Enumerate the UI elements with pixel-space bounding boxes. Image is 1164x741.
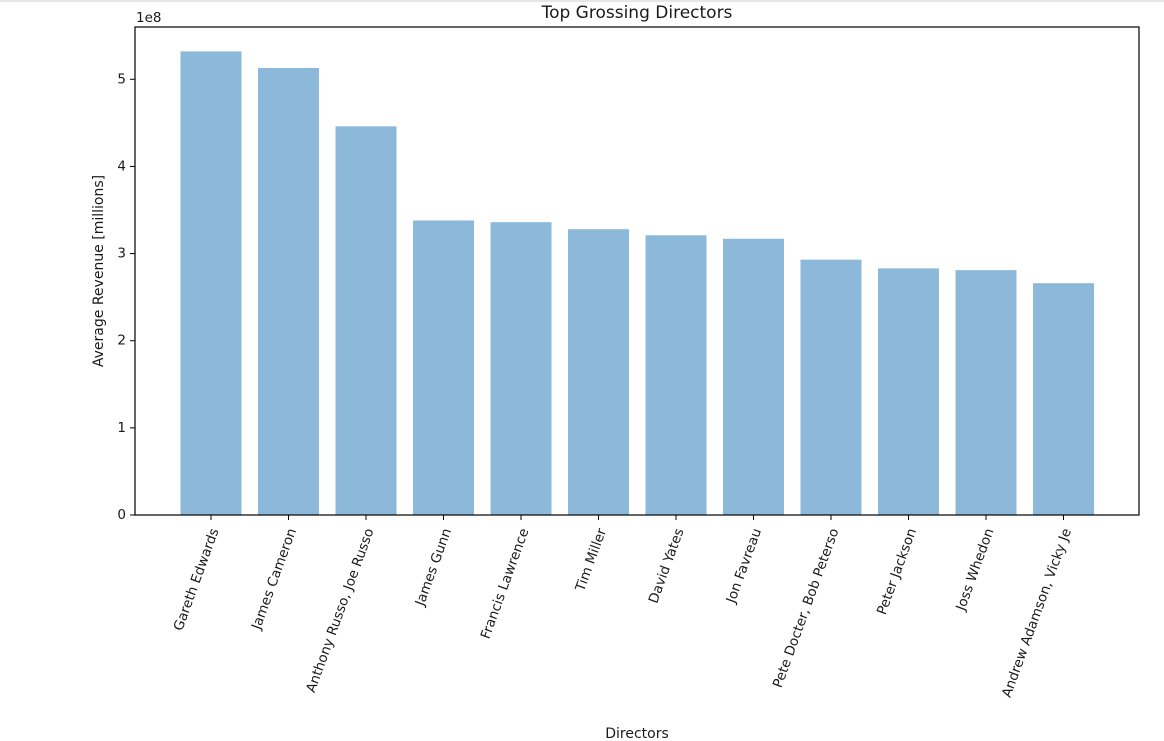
bar xyxy=(490,222,552,515)
y-axis-label: Average Revenue [millions] xyxy=(91,175,107,367)
y-tick-label: 3 xyxy=(117,246,126,262)
x-tick-label: James Gunn xyxy=(412,526,455,609)
y-tick-label: 4 xyxy=(117,158,126,174)
y-tick-label: 0 xyxy=(117,507,126,523)
bar xyxy=(258,67,319,515)
x-tick-label: Andrew Adamson, Vicky Je xyxy=(999,526,1075,699)
y-tick-label: 5 xyxy=(117,71,126,87)
x-tick-label: Gareth Edwards xyxy=(171,526,223,633)
x-ticks-group: Gareth Edwards James Cameron Anthony Russo… xyxy=(171,515,1075,700)
bar xyxy=(878,268,939,515)
bar xyxy=(645,235,707,515)
x-tick-label: Pete Docter, Bob Peterso xyxy=(770,526,843,690)
x-tick-label: Jon Favreau xyxy=(723,526,765,606)
y-offset-label: 1e8 xyxy=(136,10,161,26)
bar xyxy=(180,51,242,516)
x-tick-label: Peter Jackson xyxy=(874,526,920,617)
x-tick-label: James Cameron xyxy=(248,526,300,632)
bar xyxy=(955,270,1017,515)
y-ticks-group: 0 1 2 3 4 5 xyxy=(117,71,135,523)
bar xyxy=(335,126,397,515)
bar xyxy=(800,259,862,515)
y-tick-label: 2 xyxy=(117,333,126,349)
x-axis-label: Directors xyxy=(605,726,669,741)
x-tick-label: Francis Lawrence xyxy=(478,526,533,641)
window-top-border xyxy=(0,0,1164,2)
bar xyxy=(413,220,474,515)
plot-frame xyxy=(134,26,1140,516)
bars-group xyxy=(180,51,1094,516)
x-tick-label: Tim Miller xyxy=(572,526,610,595)
y-tick-label: 1 xyxy=(117,420,126,436)
x-tick-label: David Yates xyxy=(646,526,688,605)
bar xyxy=(723,238,784,515)
bar xyxy=(1033,283,1094,515)
chart-title: Top Grossing Directors xyxy=(541,3,733,23)
x-tick-label: Joss Whedon xyxy=(953,526,998,613)
x-tick-label: Anthony Russo, Joe Russo xyxy=(303,526,377,694)
bar xyxy=(568,229,629,515)
